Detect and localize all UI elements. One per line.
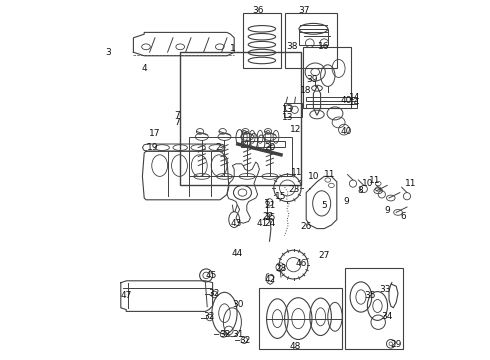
Bar <box>306 97 357 101</box>
Text: 33: 33 <box>380 285 391 294</box>
Text: 7: 7 <box>174 111 179 120</box>
Text: 18: 18 <box>300 86 311 95</box>
Text: 41: 41 <box>257 220 268 229</box>
Text: 10: 10 <box>308 172 319 181</box>
Text: 40: 40 <box>340 96 351 105</box>
Text: 19: 19 <box>147 143 159 152</box>
Text: 16: 16 <box>318 42 329 51</box>
Bar <box>189 137 292 176</box>
Bar <box>285 13 337 68</box>
Text: 14: 14 <box>349 98 361 107</box>
Text: 4: 4 <box>142 64 147 73</box>
Text: 35: 35 <box>365 292 376 300</box>
Text: 17: 17 <box>149 129 161 138</box>
Text: 6: 6 <box>400 212 406 220</box>
Text: 31: 31 <box>232 330 244 339</box>
Text: 34: 34 <box>382 312 393 321</box>
Text: 12: 12 <box>290 125 301 134</box>
Text: 13: 13 <box>282 105 294 114</box>
Text: 32: 32 <box>239 336 251 345</box>
Text: 36: 36 <box>252 6 264 15</box>
Text: 1: 1 <box>229 44 235 53</box>
Bar <box>345 268 403 349</box>
Text: 45: 45 <box>205 271 217 280</box>
Text: 42: 42 <box>265 275 276 284</box>
Text: 11: 11 <box>369 176 380 185</box>
Bar <box>284 103 302 117</box>
Text: 25: 25 <box>265 213 276 222</box>
Text: 11: 11 <box>324 170 335 179</box>
Text: 47: 47 <box>121 291 132 300</box>
Text: 37: 37 <box>298 6 309 15</box>
Text: 27: 27 <box>318 251 330 260</box>
Text: 7: 7 <box>174 118 179 127</box>
Text: 29: 29 <box>391 341 402 349</box>
Text: 10: 10 <box>362 179 373 188</box>
Bar <box>242 141 285 147</box>
Text: 8: 8 <box>357 186 363 195</box>
Text: 38: 38 <box>286 42 297 51</box>
Text: 48: 48 <box>290 342 301 351</box>
Text: 44: 44 <box>231 249 243 258</box>
Text: 26: 26 <box>300 222 312 231</box>
Bar <box>259 288 342 349</box>
Text: 3: 3 <box>105 48 111 57</box>
Text: 30: 30 <box>232 300 244 309</box>
Text: 5: 5 <box>321 201 327 210</box>
Text: 22: 22 <box>263 212 274 220</box>
Text: 13: 13 <box>282 112 294 122</box>
Bar <box>243 13 281 68</box>
Bar <box>306 104 357 108</box>
Text: 23: 23 <box>288 185 299 194</box>
Text: 32: 32 <box>209 289 220 298</box>
Text: 15: 15 <box>275 192 287 201</box>
Text: 28: 28 <box>275 264 287 273</box>
Text: 11: 11 <box>292 168 303 177</box>
Bar <box>303 47 351 108</box>
Text: 40: 40 <box>340 127 351 136</box>
Text: 43: 43 <box>230 219 242 228</box>
Text: 32: 32 <box>203 312 215 321</box>
Text: 39: 39 <box>306 75 318 84</box>
Text: 14: 14 <box>349 93 361 102</box>
Text: 20: 20 <box>265 143 276 152</box>
Text: 9: 9 <box>384 206 390 215</box>
Text: 9: 9 <box>343 197 349 206</box>
Text: 32: 32 <box>220 330 231 338</box>
Bar <box>299 29 328 45</box>
Text: 24: 24 <box>265 219 276 228</box>
Text: 46: 46 <box>295 259 306 268</box>
Text: 21: 21 <box>265 201 276 210</box>
Text: 11: 11 <box>405 179 416 188</box>
Text: 2: 2 <box>215 143 221 152</box>
Bar <box>180 52 301 185</box>
